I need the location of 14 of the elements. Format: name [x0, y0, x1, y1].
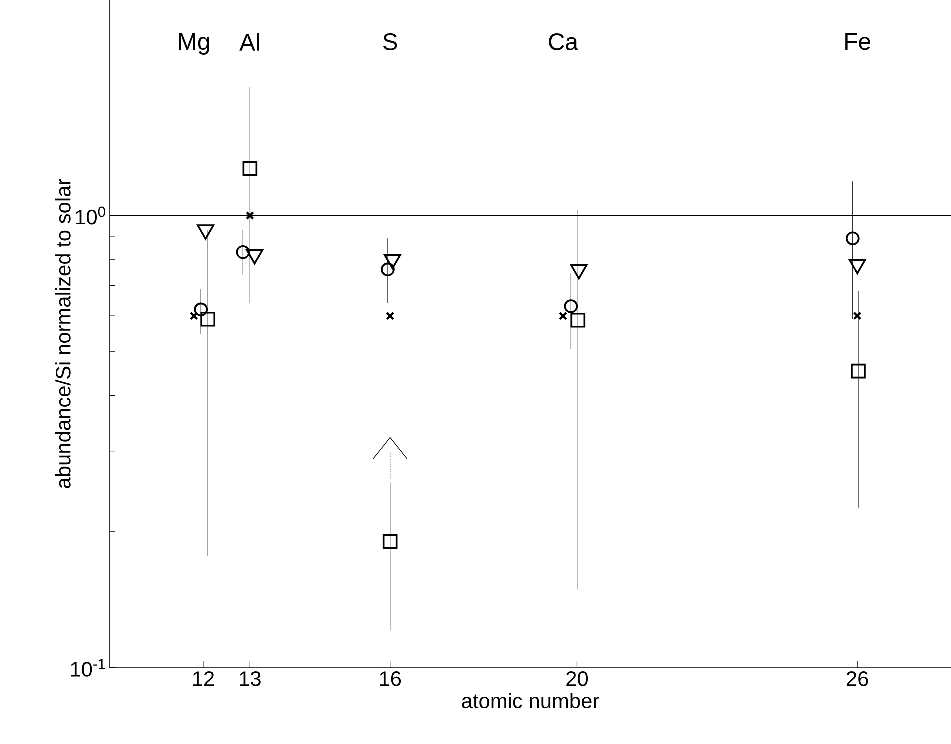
x-tick-label: 16	[380, 672, 402, 686]
x-tick-label: 20	[566, 672, 588, 686]
x-tick-label: 12	[193, 672, 214, 686]
x-axis-title: atomic number	[462, 693, 600, 709]
annotation: Al	[240, 34, 260, 51]
y-tick-label: 10$^{0}$	[76, 206, 106, 225]
annotation: Fe	[846, 34, 870, 50]
x-tick-label: 26	[846, 672, 868, 686]
annotation: Ca	[549, 34, 578, 50]
y-axis-title: abundance/Si normalized to solar	[55, 179, 71, 488]
annotation: S	[383, 34, 398, 50]
y-tick-label: 10$^{-1}$	[71, 659, 106, 677]
x-tick-label: 13	[240, 672, 261, 686]
annotation: Mg	[179, 34, 210, 55]
